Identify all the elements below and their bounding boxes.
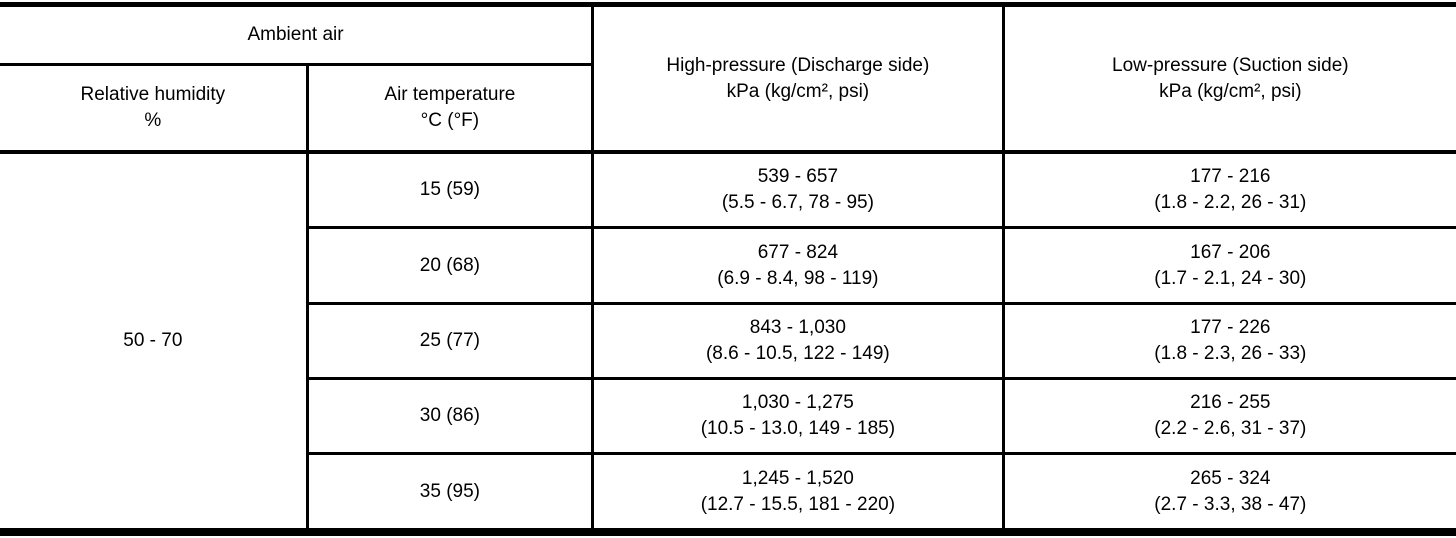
header-relative-humidity: Relative humidity %: [0, 63, 309, 154]
high-pressure-alt-units: (12.7 - 15.5, 181 - 220): [700, 493, 896, 515]
low-pressure-alt-units: (1.8 - 2.3, 26 - 33): [1154, 342, 1307, 364]
data-row-20: 20 (68) 677 - 824 (6.9 - 8.4, 98 - 119) …: [0, 226, 1456, 305]
data-row-15: 50 - 70 15 (59) 539 - 657 (5.5 - 6.7, 78…: [0, 150, 1456, 536]
header-low-pressure: Low-pressure (Suction side) kPa (kg/cm²,…: [1001, 2, 1456, 154]
high-pressure-alt-units: (5.5 - 6.7, 78 - 95): [721, 192, 874, 214]
low-pressure-range: 265 - 324: [1190, 467, 1271, 489]
low-pressure-cell: 177 - 226 (1.8 - 2.3, 26 - 33): [1001, 301, 1456, 381]
low-pressure-alt-units: (2.2 - 2.6, 31 - 37): [1154, 418, 1307, 440]
high-pressure-range: 1,245 - 1,520: [741, 467, 854, 489]
air-temp-cell: 30 (86): [305, 376, 595, 456]
high-pressure-alt-units: (8.6 - 10.5, 122 - 149): [705, 342, 890, 364]
header-air-temperature-line2: °C (°F): [420, 110, 480, 131]
header-row-sub: Relative humidity % Air temperature °C (…: [0, 63, 1456, 154]
air-temp-cell: 20 (68): [305, 226, 595, 305]
data-row-35: 35 (95) 1,245 - 1,520 (12.7 - 15.5, 181 …: [0, 452, 1456, 537]
high-pressure-cell: 843 - 1,030 (8.6 - 10.5, 122 - 149): [591, 301, 1005, 381]
air-temp-cell: 25 (77): [305, 301, 595, 381]
low-pressure-alt-units: (1.8 - 2.2, 26 - 31): [1154, 192, 1307, 214]
air-temp-cell: 15 (59): [305, 150, 595, 230]
high-pressure-cell: 539 - 657 (5.5 - 6.7, 78 - 95): [591, 150, 1005, 230]
relative-humidity-value-cell: 50 - 70: [0, 150, 309, 536]
data-row-25: 25 (77) 843 - 1,030 (8.6 - 10.5, 122 - 1…: [0, 301, 1456, 381]
high-pressure-range: 1,030 - 1,275: [741, 392, 854, 414]
high-pressure-range: 677 - 824: [757, 241, 839, 263]
high-pressure-alt-units: (10.5 - 13.0, 149 - 185): [700, 418, 896, 440]
header-low-pressure-line2: kPa (kg/cm², psi): [1159, 80, 1302, 102]
low-pressure-range: 177 - 226: [1190, 316, 1271, 338]
high-pressure-range: 843 - 1,030: [749, 316, 846, 338]
header-air-temperature: Air temperature °C (°F): [305, 63, 595, 154]
low-pressure-range: 216 - 255: [1190, 392, 1271, 414]
high-pressure-cell: 1,245 - 1,520 (12.7 - 15.5, 181 - 220): [591, 452, 1005, 537]
low-pressure-cell: 177 - 216 (1.8 - 2.2, 26 - 31): [1001, 150, 1456, 230]
header-air-temperature-line1: Air temperature: [384, 84, 516, 105]
low-pressure-range: 167 - 206: [1190, 241, 1271, 263]
low-pressure-cell: 216 - 255 (2.2 - 2.6, 31 - 37): [1001, 376, 1456, 456]
header-ambient-air: Ambient air: [0, 2, 595, 66]
low-pressure-cell: 265 - 324 (2.7 - 3.3, 38 - 47): [1001, 452, 1456, 537]
low-pressure-range: 177 - 216: [1190, 166, 1271, 188]
header-high-pressure-line2: kPa (kg/cm², psi): [726, 80, 870, 102]
header-relative-humidity-line1: Relative humidity: [80, 84, 226, 105]
header-row-ambient: Ambient air High-pressure (Discharge sid…: [0, 2, 1456, 154]
high-pressure-cell: 1,030 - 1,275 (10.5 - 13.0, 149 - 185): [591, 376, 1005, 456]
high-pressure-cell: 677 - 824 (6.9 - 8.4, 98 - 119): [591, 226, 1005, 305]
low-pressure-alt-units: (1.7 - 2.1, 24 - 30): [1154, 267, 1307, 289]
header-high-pressure-line1: High-pressure (Discharge side): [666, 54, 930, 76]
low-pressure-cell: 167 - 206 (1.7 - 2.1, 24 - 30): [1001, 226, 1456, 305]
low-pressure-alt-units: (2.7 - 3.3, 38 - 47): [1154, 493, 1307, 515]
data-row-30: 30 (86) 1,030 - 1,275 (10.5 - 13.0, 149 …: [0, 376, 1456, 456]
header-high-pressure: High-pressure (Discharge side) kPa (kg/c…: [591, 2, 1005, 154]
air-temp-cell: 35 (95): [305, 452, 595, 537]
header-relative-humidity-line2: %: [144, 110, 162, 131]
high-pressure-alt-units: (6.9 - 8.4, 98 - 119): [717, 267, 879, 289]
high-pressure-range: 539 - 657: [757, 166, 839, 188]
header-low-pressure-line1: Low-pressure (Suction side): [1112, 54, 1349, 76]
